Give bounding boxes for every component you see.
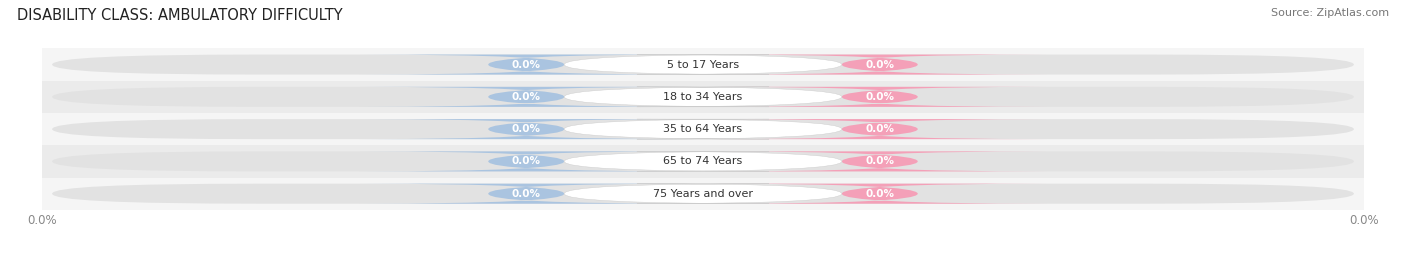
Text: 75 Years and over: 75 Years and over <box>652 189 754 199</box>
FancyBboxPatch shape <box>713 119 1046 139</box>
FancyBboxPatch shape <box>713 151 1046 171</box>
Text: Source: ZipAtlas.com: Source: ZipAtlas.com <box>1271 8 1389 18</box>
FancyBboxPatch shape <box>52 151 1354 171</box>
Text: 65 to 74 Years: 65 to 74 Years <box>664 156 742 167</box>
Text: 0.0%: 0.0% <box>865 59 894 70</box>
FancyBboxPatch shape <box>564 184 842 204</box>
Text: 0.0%: 0.0% <box>865 189 894 199</box>
FancyBboxPatch shape <box>52 55 1354 75</box>
Text: 5 to 17 Years: 5 to 17 Years <box>666 59 740 70</box>
Bar <box>42 81 1364 113</box>
FancyBboxPatch shape <box>713 87 1046 107</box>
FancyBboxPatch shape <box>360 119 693 139</box>
Bar <box>42 178 1364 210</box>
Text: 18 to 34 Years: 18 to 34 Years <box>664 92 742 102</box>
Text: 0.0%: 0.0% <box>512 92 541 102</box>
Bar <box>42 113 1364 145</box>
Text: 35 to 64 Years: 35 to 64 Years <box>664 124 742 134</box>
Text: 0.0%: 0.0% <box>512 156 541 167</box>
FancyBboxPatch shape <box>52 87 1354 107</box>
FancyBboxPatch shape <box>713 184 1046 204</box>
FancyBboxPatch shape <box>360 87 693 107</box>
FancyBboxPatch shape <box>564 151 842 171</box>
FancyBboxPatch shape <box>564 119 842 139</box>
FancyBboxPatch shape <box>564 87 842 107</box>
FancyBboxPatch shape <box>52 184 1354 204</box>
FancyBboxPatch shape <box>713 55 1046 75</box>
FancyBboxPatch shape <box>360 151 693 171</box>
Text: 0.0%: 0.0% <box>512 189 541 199</box>
Bar <box>42 48 1364 81</box>
Text: 0.0%: 0.0% <box>865 92 894 102</box>
FancyBboxPatch shape <box>360 55 693 75</box>
Text: 0.0%: 0.0% <box>865 124 894 134</box>
FancyBboxPatch shape <box>360 184 693 204</box>
FancyBboxPatch shape <box>52 119 1354 139</box>
Text: DISABILITY CLASS: AMBULATORY DIFFICULTY: DISABILITY CLASS: AMBULATORY DIFFICULTY <box>17 8 343 23</box>
Text: 0.0%: 0.0% <box>512 124 541 134</box>
Text: 0.0%: 0.0% <box>512 59 541 70</box>
FancyBboxPatch shape <box>564 55 842 75</box>
Text: 0.0%: 0.0% <box>865 156 894 167</box>
Bar <box>42 145 1364 178</box>
